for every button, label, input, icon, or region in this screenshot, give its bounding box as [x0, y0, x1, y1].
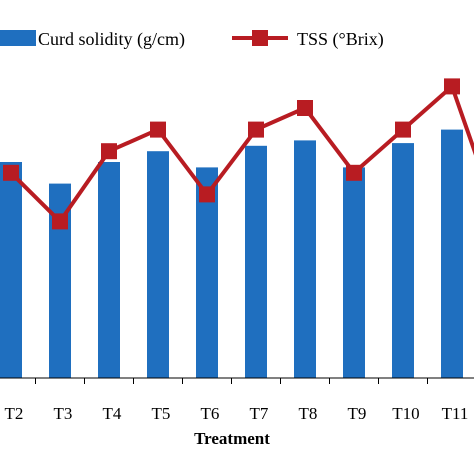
bar-t3	[49, 183, 71, 378]
x-tick-label-t9: T9	[348, 404, 367, 423]
bar-t2	[0, 162, 22, 378]
bar-t5	[147, 151, 169, 378]
x-tick-label-t10: T10	[392, 404, 419, 423]
tss-marker-t5	[150, 121, 166, 138]
bar-t6	[196, 167, 218, 378]
tss-marker-t11	[444, 78, 460, 95]
bar-t7	[245, 145, 267, 378]
legend-line-marker	[252, 30, 268, 46]
tss-marker-t10	[395, 121, 411, 138]
tss-marker-t2	[3, 164, 19, 181]
legend-line-label: TSS (°Brix)	[297, 29, 384, 50]
bar-series	[0, 129, 463, 378]
bar-t11	[441, 129, 463, 378]
x-tick-label-t8: T8	[299, 404, 318, 423]
bar-t4	[98, 162, 120, 378]
legend-bar-swatch	[0, 30, 36, 46]
legend-bar-label: Curd solidity (g/cm)	[38, 29, 185, 50]
line-series	[3, 78, 474, 230]
x-tick-label-t11: T11	[442, 404, 469, 423]
x-tick-label-t7: T7	[250, 404, 269, 423]
x-axis: T2 T3 T4 T5 T6 T7 T8 T9 T10 T11	[0, 377, 474, 423]
bar-t9	[343, 167, 365, 378]
tss-marker-t3	[52, 213, 68, 230]
tss-marker-t4	[101, 143, 117, 160]
x-axis-title: Treatment	[194, 429, 270, 448]
x-tick-label-t6: T6	[201, 404, 220, 423]
tss-marker-t6	[199, 186, 215, 203]
tss-marker-t8	[297, 100, 313, 116]
x-tick-label-t5: T5	[152, 404, 171, 423]
tss-marker-t9	[346, 164, 362, 181]
bar-t8	[294, 140, 316, 378]
x-tick-label-t4: T4	[103, 404, 122, 423]
bar-t10	[392, 143, 414, 378]
x-tick-label-t2: T2	[5, 404, 24, 423]
legend: Curd solidity (g/cm) TSS (°Brix)	[0, 29, 384, 50]
tss-marker-t7	[248, 121, 264, 138]
x-tick-label-t3: T3	[54, 404, 73, 423]
